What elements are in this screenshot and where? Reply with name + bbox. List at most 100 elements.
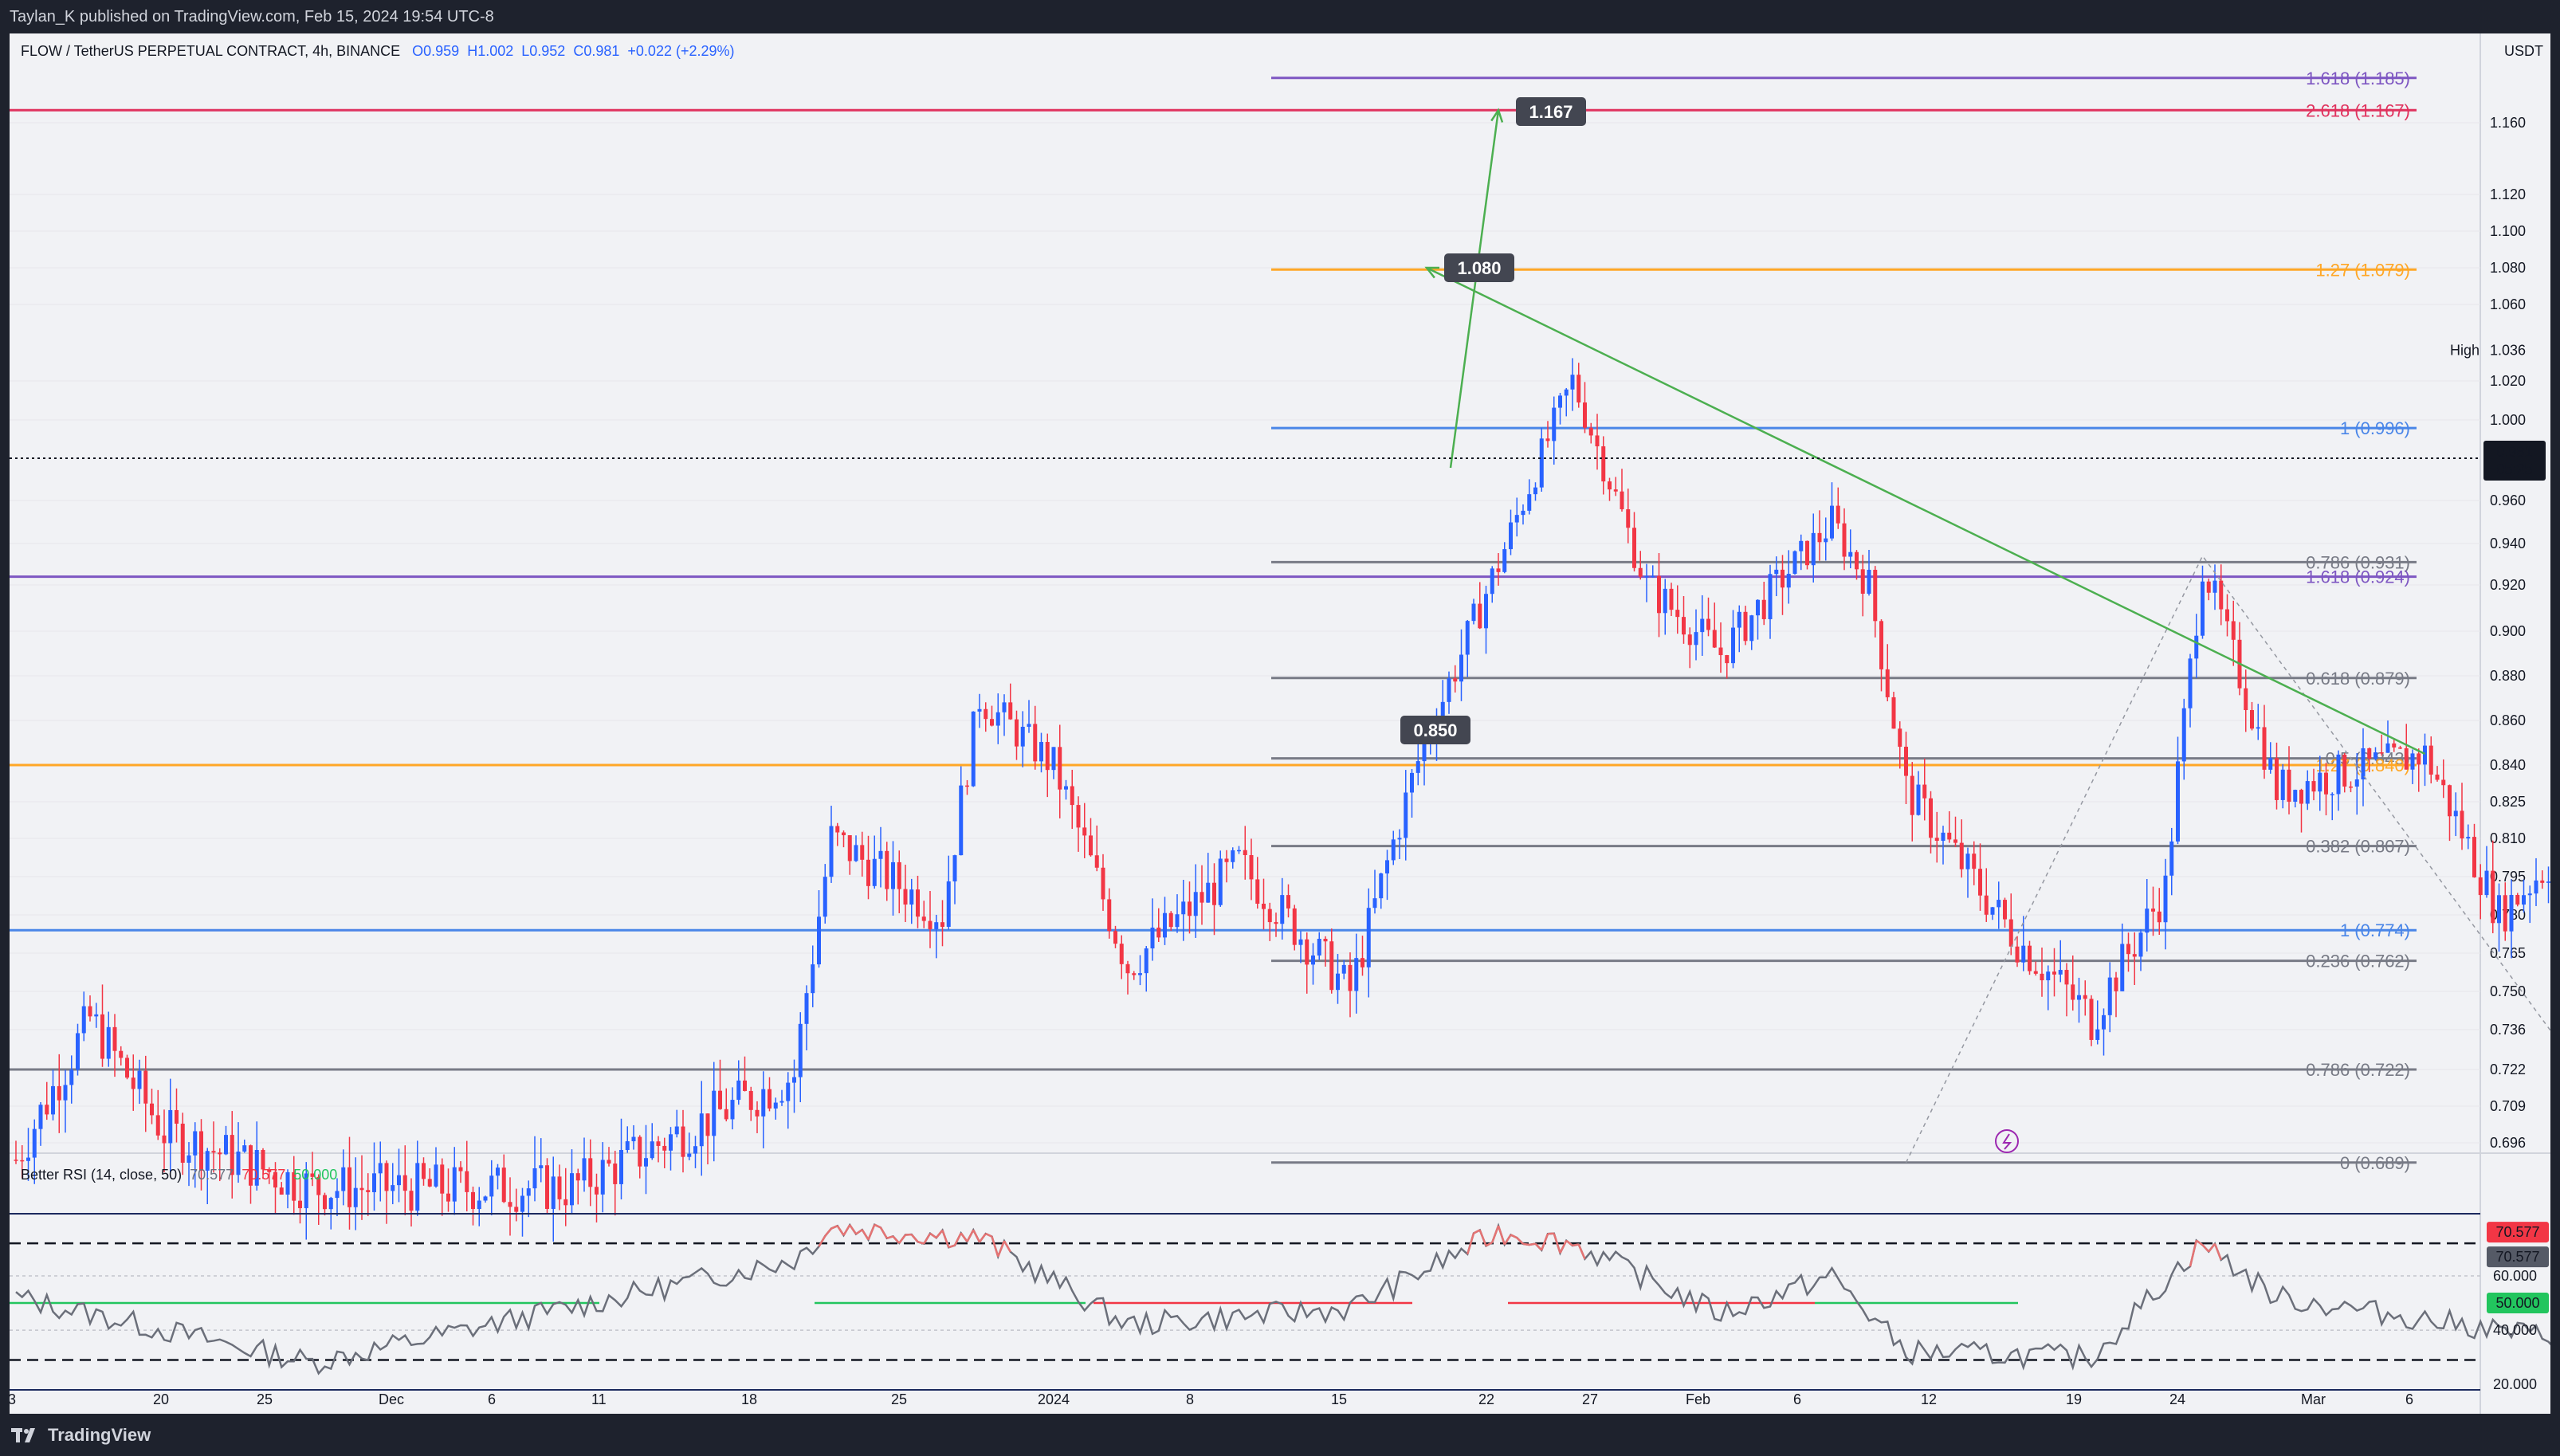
x-tick-label-1: 20 <box>153 1391 169 1407</box>
ohlc-high: H1.002 <box>467 43 514 59</box>
candle-body <box>1632 528 1636 568</box>
candle-body <box>2095 1029 2100 1040</box>
candle-body <box>891 861 895 889</box>
candle-body <box>866 859 870 886</box>
candle-body <box>1280 895 1285 924</box>
candle-body <box>1774 569 1779 575</box>
candle-body <box>526 1188 531 1196</box>
candle-body <box>1817 532 1822 543</box>
chart-svg[interactable]: 1.160 1.120 1.100 1.080 1.060 1.020 1.000 0.960… <box>10 33 2550 1414</box>
y-tick-label-15: 0.810 <box>2490 830 2526 846</box>
rsi-title[interactable]: Better RSI (14, close, 50) <box>21 1167 183 1183</box>
candle-body <box>588 1158 593 1187</box>
candle-body <box>1626 509 1631 528</box>
candle-body <box>1188 901 1192 916</box>
candle-body <box>761 1089 766 1117</box>
candle-body <box>1082 827 1087 836</box>
candle-body <box>1718 647 1723 656</box>
x-tick-label-6: 18 <box>741 1391 757 1407</box>
candle-body <box>1953 839 1957 843</box>
rsi-overbought-segment <box>997 1240 1006 1258</box>
rsi-overbought-segment <box>1485 1241 1493 1247</box>
candle-body <box>1094 855 1099 868</box>
candle-body <box>2354 779 2359 787</box>
candle-body <box>1545 438 1550 442</box>
candle-body <box>1558 395 1562 408</box>
candle-body <box>100 1014 104 1059</box>
rsi-overbought-segment <box>2196 1239 2204 1246</box>
candle-body <box>353 1187 358 1207</box>
tradingview-brand[interactable]: TradingView <box>11 1425 151 1446</box>
fib-level-label-1: 2.618 (1.167) <box>2306 100 2410 120</box>
candle-body <box>205 1151 210 1171</box>
candle-body <box>2194 635 2199 659</box>
candle-body <box>1168 912 1173 928</box>
candle-body <box>1397 838 1402 840</box>
rsi-overbought-segment <box>886 1235 893 1239</box>
candle-body <box>1163 912 1167 938</box>
currency-label: USDT <box>2504 43 2543 59</box>
candle-body <box>1231 850 1235 862</box>
candle-body <box>1552 407 1557 442</box>
candle-body <box>1156 927 1161 938</box>
candle-body <box>2546 881 2550 883</box>
candle-body <box>736 1080 741 1101</box>
candle-body <box>2503 895 2507 932</box>
candle-body <box>384 1163 389 1191</box>
candle-body <box>1341 964 1346 974</box>
x-tick-label-12: 27 <box>1582 1391 1598 1407</box>
symbol-legend[interactable]: FLOW / TetherUS PERPETUAL CONTRACT, 4h, … <box>21 43 735 60</box>
x-tick-label-2: 25 <box>257 1391 273 1407</box>
candles-group <box>14 358 2550 1242</box>
symbol-title[interactable]: FLOW / TetherUS PERPETUAL CONTRACT, 4h, … <box>21 43 401 59</box>
candle-body <box>1638 567 1643 577</box>
candle-body <box>1045 742 1050 771</box>
rsi-overbought-segment <box>861 1229 870 1241</box>
x-tick-label-14: 6 <box>1793 1391 1801 1407</box>
last-price-value: 0.981 <box>2496 444 2532 460</box>
candle-body <box>2392 743 2397 748</box>
price-pane-bg <box>10 33 2480 1153</box>
candle-body <box>427 1179 432 1187</box>
rsi-overbought-segment <box>1522 1242 1529 1246</box>
candle-body <box>2219 580 2224 610</box>
candle-body <box>2441 779 2446 786</box>
candle-body <box>897 861 901 889</box>
candle-body <box>267 1169 272 1172</box>
chart-area[interactable]: 1.160 1.120 1.100 1.080 1.060 1.020 1.000 0.960… <box>10 33 2550 1414</box>
candle-body <box>595 1187 599 1195</box>
candle-body <box>1898 728 1902 747</box>
ohlc-low: L0.952 <box>521 43 566 59</box>
candle-body <box>2163 875 2168 923</box>
candle-body <box>1292 908 1297 945</box>
candle-body <box>1323 939 1328 942</box>
candle-body <box>465 1171 469 1192</box>
candle-body <box>2453 810 2458 817</box>
candle-body <box>1885 669 1890 697</box>
candle-body <box>341 1167 346 1191</box>
candle-body <box>1484 594 1488 629</box>
candle-body <box>32 1128 37 1158</box>
ohlc-open: O0.959 <box>412 43 460 59</box>
candle-body <box>1348 964 1353 991</box>
candle-body <box>631 1136 636 1142</box>
candle-body <box>2052 971 2056 975</box>
rsi-legend[interactable]: Better RSI (14, close, 50) 70.577 70.577… <box>21 1167 337 1183</box>
candle-body <box>755 1109 760 1117</box>
rsi-overbought-segment <box>2213 1243 2222 1261</box>
candle-body <box>2132 954 2137 957</box>
rsi-overbought-segment <box>966 1229 975 1242</box>
candle-body <box>743 1080 747 1091</box>
candle-body <box>1255 879 1260 904</box>
candle-body <box>916 889 920 917</box>
x-tick-label-0: 3 <box>10 1391 16 1407</box>
candle-body <box>1385 860 1389 874</box>
candle-body <box>1132 973 1137 975</box>
candle-body <box>2349 786 2353 788</box>
candle-body <box>155 1115 160 1136</box>
candle-body <box>705 1113 710 1136</box>
candle-body <box>2311 781 2316 792</box>
candle-body <box>391 1185 395 1191</box>
candle-body <box>1830 505 1834 539</box>
candle-body <box>2367 748 2372 759</box>
